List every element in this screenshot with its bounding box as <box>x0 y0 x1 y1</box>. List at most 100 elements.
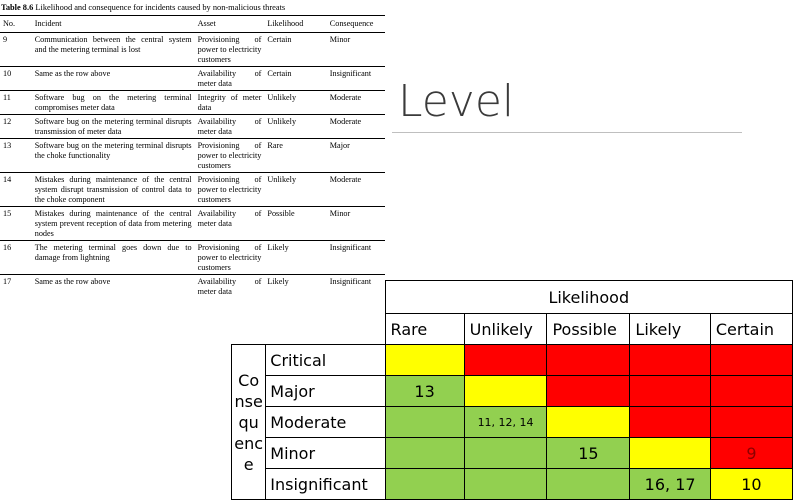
table-row: 14 Mistakes during maintenance of the ce… <box>0 172 385 207</box>
matrix-cell <box>546 468 631 500</box>
row-header-critical: Critical <box>265 344 386 376</box>
table-caption-label: Table 8.6 <box>1 3 34 12</box>
cell-consequence: Insignificant <box>326 240 385 275</box>
cell-asset: Availability of meter data <box>194 206 265 241</box>
risk-matrix-table: Likelihood Rare Unlikely Possible Likely… <box>230 280 793 500</box>
cell-likelihood: Unlikely <box>264 114 327 139</box>
cell-likelihood: Likely <box>267 277 289 286</box>
header-likelihood: Likelihood <box>264 15 327 33</box>
matrix-cell <box>546 344 631 376</box>
cell-likelihood: Rare <box>264 138 327 173</box>
cell-consequence: Insignificant <box>326 66 385 91</box>
matrix-cell <box>384 406 465 438</box>
cell-no: 17 <box>3 277 12 286</box>
cell-incident: Software bug on the metering terminal di… <box>31 114 195 139</box>
matrix-cell: 16, 17 <box>629 468 711 500</box>
cell-likelihood: Likely <box>264 240 327 275</box>
risk-matrix: Likelihood Rare Unlikely Possible Likely… <box>230 280 793 500</box>
matrix-cell: 9 <box>709 437 793 469</box>
cell-incident: The metering terminal goes down due to d… <box>31 240 195 275</box>
row-header-moderate: Moderate <box>265 406 386 438</box>
cell-incident: Communication between the central system… <box>31 32 195 67</box>
cell-likelihood: Certain <box>264 32 327 67</box>
column-header-rare: Rare <box>384 313 465 345</box>
cell-asset: Provisioning of power to electricity cus… <box>194 32 265 67</box>
cell-no: 12 <box>0 114 32 139</box>
matrix-cell <box>463 375 548 407</box>
table-caption: Table 8.6 Likelihood and consequence for… <box>0 0 385 15</box>
header-incident: Incident <box>31 15 195 33</box>
cell-likelihood: Unlikely <box>264 90 327 115</box>
matrix-cell <box>709 375 793 407</box>
column-header-possible: Possible <box>546 313 631 345</box>
cell-likelihood: Possible <box>264 206 327 241</box>
header-consequence: Consequence <box>326 15 385 33</box>
incident-table: No. Incident Asset Likelihood Consequenc… <box>0 15 385 298</box>
cell-incident: Same as the row above <box>34 277 111 286</box>
table-row: 9 Communication between the central syst… <box>0 32 385 67</box>
column-header-certain: Certain <box>709 313 793 345</box>
table-row: 10 Same as the row above Availability of… <box>0 66 385 91</box>
header-asset: Asset <box>194 15 265 33</box>
row-header-insignificant: Insignificant <box>265 468 386 500</box>
cell-likelihood: Certain <box>264 66 327 91</box>
table-row: 11 Software bug on the metering terminal… <box>0 90 385 115</box>
cell-likelihood: Unlikely <box>264 172 327 207</box>
consequence-label: Co nse qu enc e <box>230 344 267 500</box>
incident-table-figure: Table 8.6 Likelihood and consequence for… <box>0 0 385 298</box>
header-no: No. <box>0 15 32 33</box>
title-divider <box>392 132 742 133</box>
matrix-cell <box>384 468 465 500</box>
cell-asset: Availability of meter data <box>194 66 265 91</box>
matrix-cell <box>384 344 465 376</box>
cell-asset: Provisioning of power to electricity cus… <box>194 138 265 173</box>
matrix-cell: 15 <box>546 437 631 469</box>
cell-consequence: Moderate <box>326 114 385 139</box>
table-row: 13 Software bug on the metering terminal… <box>0 138 385 173</box>
cell-consequence: Moderate <box>326 90 385 115</box>
cell-asset: Availability of meter data <box>197 277 262 296</box>
cell-no: 16 <box>0 240 32 275</box>
table-row: 12 Software bug on the metering terminal… <box>0 114 385 139</box>
matrix-cell <box>463 437 548 469</box>
table-caption-text: Likelihood and consequence for incidents… <box>35 3 286 12</box>
cell-consequence: Major <box>326 138 385 173</box>
matrix-cell <box>629 344 711 376</box>
matrix-cell <box>463 468 548 500</box>
cell-no: 14 <box>0 172 32 207</box>
cell-asset: Integrity of meter data <box>194 90 265 115</box>
cell-incident: Software bug on the metering terminal di… <box>31 138 195 173</box>
matrix-cell <box>709 344 793 376</box>
matrix-cell <box>546 375 631 407</box>
cell-consequence: Minor <box>326 32 385 67</box>
matrix-cell <box>463 344 548 376</box>
cell-incident: Mistakes during maintenance of the centr… <box>31 206 195 241</box>
cell-no: 10 <box>0 66 32 91</box>
cell-incident: Mistakes during maintenance of the centr… <box>31 172 195 207</box>
matrix-cell <box>546 406 631 438</box>
cell-incident: Same as the row above <box>31 66 195 91</box>
table-header-row: No. Incident Asset Likelihood Consequenc… <box>0 15 385 33</box>
cell-asset: Provisioning of power to electricity cus… <box>194 240 265 275</box>
row-header-major: Major <box>265 375 386 407</box>
cell-no: 11 <box>0 90 32 115</box>
cell-incident: Software bug on the metering terminal co… <box>31 90 195 115</box>
matrix-cell <box>629 406 711 438</box>
matrix-cell: 10 <box>709 468 793 500</box>
cell-no: 9 <box>0 32 32 67</box>
matrix-cell <box>709 406 793 438</box>
cell-asset: Provisioning of power to electricity cus… <box>194 172 265 207</box>
slide-title: Level <box>398 76 515 127</box>
matrix-cell <box>384 437 465 469</box>
column-header-unlikely: Unlikely <box>463 313 548 345</box>
cell-no: 15 <box>0 206 32 241</box>
column-header-likely: Likely <box>629 313 711 345</box>
cell-consequence: Minor <box>326 206 385 241</box>
likelihood-title: Likelihood <box>384 280 793 314</box>
cell-no: 13 <box>0 138 32 173</box>
matrix-cell: 13 <box>384 375 465 407</box>
cell-consequence: Insignificant <box>329 277 372 286</box>
matrix-cell <box>629 437 711 469</box>
row-header-minor: Minor <box>265 437 386 469</box>
